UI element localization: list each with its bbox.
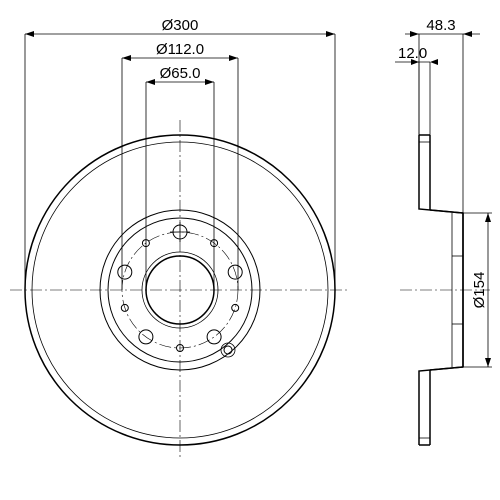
dim-outer-dia: Ø300 — [162, 17, 199, 34]
dimensions-side: 48.3 12.0 Ø154 — [395, 17, 492, 367]
dim-bolt-circle: Ø112.0 — [156, 41, 204, 58]
technical-drawing: Ø300 Ø112.0 Ø65.0 48.3 12.0 — [0, 0, 500, 500]
dim-thickness: 12.0 — [398, 45, 427, 62]
front-view — [10, 120, 350, 460]
dim-hub-dia: Ø154 — [471, 272, 488, 309]
dim-offset: 48.3 — [426, 17, 455, 34]
dim-hub-bore: Ø65.0 — [160, 65, 201, 82]
locating-hole — [224, 346, 232, 354]
bolt-crosshairs — [170, 222, 190, 242]
